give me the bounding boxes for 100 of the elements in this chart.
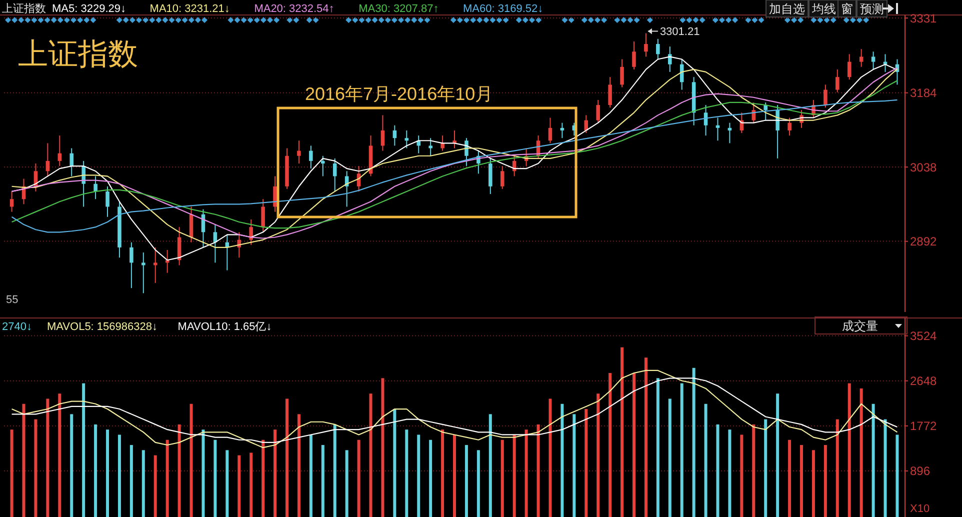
line-series <box>11 370 898 448</box>
annotation: 加自选 <box>769 2 805 16</box>
candlestick <box>404 130 409 149</box>
bar <box>214 440 217 517</box>
bar <box>632 373 636 517</box>
bar <box>764 419 768 517</box>
text: X10 <box>910 503 930 515</box>
candlestick <box>788 117 792 136</box>
candlestick <box>488 158 492 195</box>
bar <box>393 409 396 517</box>
candlestick <box>824 84 828 108</box>
bar <box>584 409 588 517</box>
bar <box>656 378 660 517</box>
bar <box>154 455 157 517</box>
candlestick <box>620 58 624 88</box>
bar <box>34 419 38 517</box>
y-tick-label: 1772 <box>910 419 938 434</box>
chart-subtitle: 上证指数 <box>2 2 46 15</box>
annotation: 窗 <box>841 2 853 16</box>
bar <box>644 358 648 517</box>
candlestick <box>249 218 253 246</box>
candlestick <box>142 252 146 294</box>
candlestick <box>428 138 432 156</box>
candlestick <box>70 148 74 177</box>
text: MA10: 3231.21↓ <box>150 3 230 15</box>
bar <box>500 440 504 517</box>
bar <box>752 424 756 517</box>
bar <box>369 394 372 517</box>
text: MA30: 3207.87↑ <box>358 3 439 15</box>
bar <box>333 424 336 517</box>
candlestick <box>644 32 648 58</box>
candlestick <box>392 124 397 146</box>
bar <box>22 404 26 517</box>
candlestick <box>764 102 768 121</box>
candlestick <box>273 176 277 212</box>
bar <box>596 394 600 517</box>
bar <box>226 450 229 517</box>
bar <box>238 455 241 517</box>
candlestick <box>668 46 672 72</box>
candlestick <box>728 122 732 144</box>
bar <box>58 394 62 517</box>
bar <box>321 445 324 517</box>
candlestick <box>58 135 62 167</box>
bar <box>441 430 444 517</box>
candlestick <box>560 122 564 139</box>
text: MAVOL10: 1.65亿↓ <box>178 321 272 333</box>
text: 2740↓ <box>2 321 32 333</box>
bar <box>429 440 432 517</box>
candlestick <box>309 145 313 170</box>
bar <box>82 383 86 517</box>
bar <box>250 452 253 517</box>
bar <box>405 430 408 517</box>
text: MA60: 3169.52↓ <box>463 3 544 15</box>
candlestick <box>320 155 325 177</box>
candlestick <box>106 186 110 218</box>
candlestick <box>656 38 660 60</box>
bar <box>142 450 145 517</box>
bar <box>297 414 300 517</box>
candlestick <box>847 54 852 80</box>
bar <box>680 383 684 517</box>
candlestick <box>10 190 14 212</box>
bar <box>608 373 612 517</box>
bar <box>166 440 169 517</box>
bar <box>548 398 552 517</box>
annotation: 3301.21 <box>660 26 700 38</box>
bar <box>848 383 851 517</box>
bar <box>285 398 288 517</box>
y-tick-label: 3038 <box>910 160 938 174</box>
candlestick <box>859 48 864 68</box>
bar <box>464 445 468 517</box>
bar <box>512 434 516 517</box>
bar <box>824 445 827 517</box>
bar <box>860 388 863 517</box>
bar <box>788 440 792 517</box>
text: MAVOL5: 156986328↓ <box>47 321 158 333</box>
bar <box>728 430 732 517</box>
candlestick <box>332 158 337 192</box>
bar <box>668 398 672 517</box>
candlestick <box>153 246 158 284</box>
annotation: 2016年7月-2016年10月 <box>305 84 494 104</box>
candlestick <box>608 76 612 108</box>
y-tick-label: 2892 <box>910 234 938 249</box>
candlestick <box>452 130 456 149</box>
candlestick <box>548 117 552 144</box>
candlestick <box>130 242 134 289</box>
bar <box>345 450 348 517</box>
bar <box>872 404 875 517</box>
candlestick <box>94 176 98 200</box>
bar <box>896 434 899 517</box>
bar <box>524 430 528 517</box>
candlestick <box>836 68 840 93</box>
line-series <box>11 378 898 443</box>
text: MA5: 3229.29↓ <box>52 3 126 15</box>
candlestick <box>500 166 504 190</box>
bar <box>800 445 803 517</box>
candlestick <box>297 140 301 164</box>
bar <box>536 424 540 517</box>
bar <box>417 434 420 517</box>
annotation: 55 <box>6 294 18 306</box>
candlestick <box>596 99 600 124</box>
